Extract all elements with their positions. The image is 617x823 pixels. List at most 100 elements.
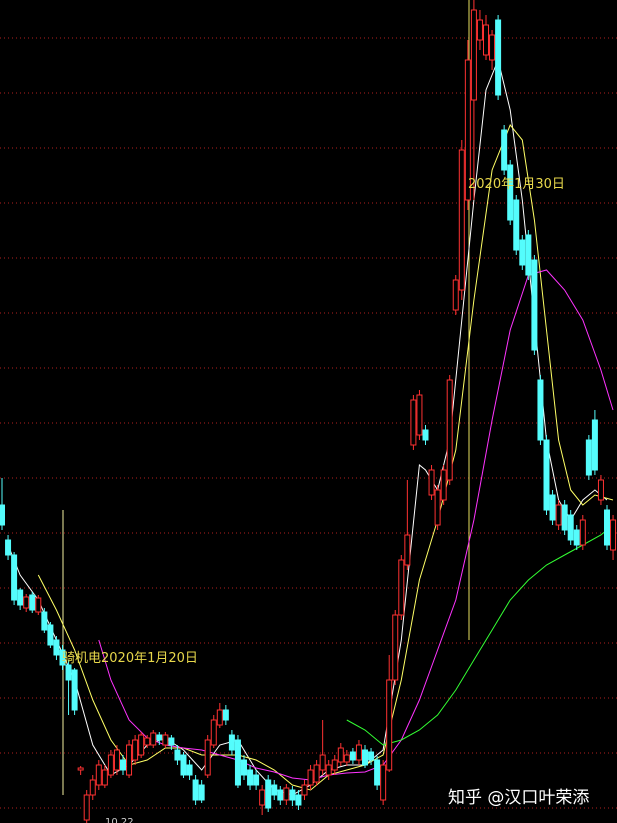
candle-body	[476, 19, 483, 41]
candle-body	[301, 784, 308, 796]
candle-body	[325, 764, 332, 776]
watermark: 知乎 @汉口叶荣添	[448, 788, 589, 808]
candle-body	[386, 679, 393, 771]
grid	[0, 37, 617, 809]
candle-body	[216, 709, 223, 726]
candle-body	[585, 439, 592, 476]
candle-body	[434, 489, 441, 526]
candle-body	[65, 664, 72, 681]
candle-body	[507, 164, 514, 221]
candle-body	[380, 764, 387, 801]
candle-body	[150, 732, 157, 746]
candle-body	[241, 759, 247, 776]
candle-body	[501, 129, 508, 171]
candle-body	[234, 739, 241, 786]
candle-body	[368, 751, 375, 761]
candle-body	[5, 539, 12, 556]
candle-body	[362, 749, 368, 766]
candle-body	[331, 759, 338, 771]
candle-body	[579, 519, 586, 546]
candle-body	[101, 769, 108, 786]
candle-body	[198, 784, 205, 801]
candle-body	[410, 399, 417, 446]
candle-body	[132, 739, 139, 761]
candle-body	[83, 794, 90, 821]
candle-body	[561, 504, 568, 531]
candle-body	[537, 379, 544, 441]
candle-body	[446, 379, 453, 481]
candle-body	[404, 534, 411, 566]
candle-body	[186, 764, 193, 776]
candle-body	[247, 769, 254, 786]
candle-body	[192, 779, 199, 801]
candle-body	[313, 764, 320, 783]
candle-body	[17, 589, 24, 606]
candle-body	[591, 419, 598, 471]
candle-body	[23, 596, 30, 609]
candle-body	[549, 494, 556, 521]
candle-body	[222, 709, 229, 721]
candle-body	[174, 749, 181, 761]
candle-body	[289, 789, 296, 801]
candle-body	[555, 504, 562, 526]
candle-body	[495, 19, 502, 96]
candle-body	[283, 787, 290, 801]
candle-body	[513, 199, 520, 251]
candle-body	[295, 794, 302, 806]
annotation: 骑机电2020年1月20日	[62, 651, 198, 666]
candle-body	[180, 754, 187, 776]
price-label: 10.22	[105, 817, 134, 823]
candle-body	[277, 789, 284, 801]
candle-body	[259, 789, 266, 806]
candle-body	[59, 649, 66, 666]
candle-body	[440, 469, 447, 501]
candle-body	[604, 509, 610, 546]
candle-body	[210, 719, 217, 746]
candle-body	[374, 759, 381, 786]
candle-body	[458, 149, 465, 291]
candle-body	[107, 754, 114, 776]
candle-body	[307, 769, 314, 786]
candle-body	[610, 519, 617, 551]
candle-body	[138, 734, 145, 756]
candle-body	[567, 514, 574, 541]
candle-body	[525, 234, 532, 276]
candle-body	[126, 744, 133, 776]
candle-body	[398, 559, 405, 616]
candle-body	[470, 9, 477, 101]
candle-body	[77, 767, 84, 771]
candle-body	[168, 737, 175, 746]
candle-body	[89, 779, 96, 796]
candle-body	[489, 34, 496, 61]
candle-body	[416, 394, 423, 436]
moving-average	[37, 124, 614, 791]
candle-body	[343, 754, 350, 763]
candle-body	[519, 239, 526, 266]
candle-body	[597, 479, 604, 501]
candle-body	[71, 669, 78, 711]
candle-body	[483, 24, 489, 56]
candle-body	[113, 749, 120, 771]
candle-body	[162, 734, 169, 746]
candle-body	[47, 624, 54, 646]
candle-body	[422, 429, 429, 441]
candle-body	[0, 504, 5, 526]
candle-body	[156, 734, 163, 741]
candle-body	[253, 774, 260, 786]
candle-body	[543, 439, 550, 511]
candle-body	[35, 597, 42, 613]
candle-body	[120, 759, 126, 771]
candle-body	[573, 529, 580, 546]
candle-body	[265, 779, 272, 809]
candle-body	[349, 751, 356, 761]
candle-body	[428, 469, 435, 496]
candle-body	[337, 747, 344, 763]
candle-body	[464, 59, 471, 201]
candle-body	[11, 554, 18, 601]
candle-body	[228, 734, 235, 751]
candle-body	[531, 259, 538, 351]
candle-body	[29, 594, 36, 611]
candle-body	[355, 744, 362, 761]
